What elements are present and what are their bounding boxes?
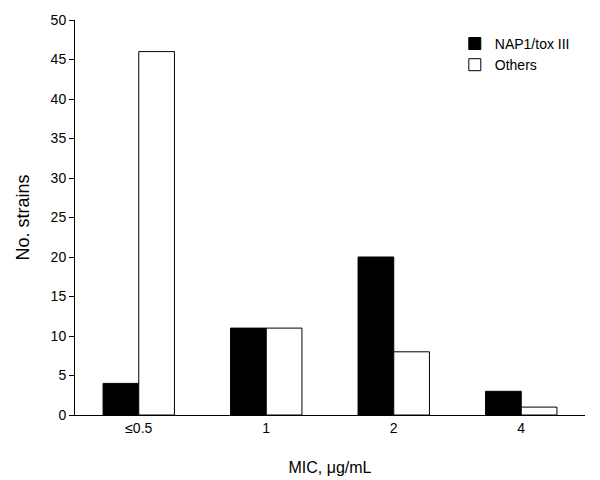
svg-text:4: 4: [517, 420, 525, 436]
svg-text:≤0.5: ≤0.5: [125, 420, 152, 436]
svg-text:25: 25: [51, 209, 67, 225]
svg-text:Others: Others: [495, 57, 537, 73]
svg-text:0: 0: [58, 407, 66, 423]
svg-text:1: 1: [262, 420, 270, 436]
svg-text:30: 30: [51, 170, 67, 186]
svg-text:45: 45: [51, 51, 67, 67]
svg-text:2: 2: [390, 420, 398, 436]
svg-text:MIC, μg/mL: MIC, μg/mL: [288, 459, 371, 476]
svg-text:No. strains: No. strains: [13, 174, 33, 260]
svg-text:10: 10: [51, 328, 67, 344]
svg-text:40: 40: [51, 91, 67, 107]
svg-text:15: 15: [51, 288, 67, 304]
svg-text:5: 5: [58, 367, 66, 383]
svg-text:NAP1/tox III: NAP1/tox III: [495, 36, 570, 52]
svg-text:35: 35: [51, 130, 67, 146]
svg-text:50: 50: [51, 12, 67, 28]
svg-text:20: 20: [51, 249, 67, 265]
